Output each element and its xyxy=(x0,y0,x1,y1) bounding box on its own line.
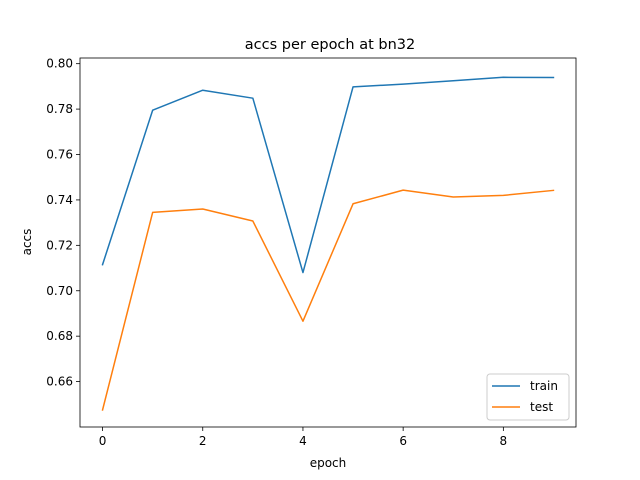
y-axis-label: accs xyxy=(20,229,34,256)
legend-label-train: train xyxy=(530,379,558,393)
series-line-test xyxy=(101,189,555,411)
y-tick-label: 0.66 xyxy=(46,375,73,389)
legend-label-test: test xyxy=(530,400,553,414)
x-tick-label: 2 xyxy=(199,434,207,448)
y-tick-label: 0.70 xyxy=(46,284,73,298)
y-tick-label: 0.78 xyxy=(46,102,73,116)
x-axis-ticks: 0 2 4 6 8 xyxy=(99,427,507,448)
legend: train test xyxy=(486,373,570,421)
y-tick-label: 0.68 xyxy=(46,329,73,343)
plot-frame xyxy=(79,57,577,428)
chart-title: accs per epoch at bn32 xyxy=(245,37,415,53)
y-tick-label: 0.76 xyxy=(46,148,73,162)
x-tick-label: 0 xyxy=(99,434,107,448)
x-tick-label: 6 xyxy=(399,434,407,448)
y-axis-ticks: 0.66 0.68 0.70 0.72 0.74 0.76 0.78 0.80 xyxy=(46,57,80,389)
x-tick-label: 8 xyxy=(500,434,508,448)
x-axis-label: epoch xyxy=(310,456,347,470)
series-line-train xyxy=(101,76,555,274)
x-tick-label: 4 xyxy=(299,434,307,448)
legend-entries: train test xyxy=(492,379,558,414)
series-layer xyxy=(101,76,555,411)
y-tick-label: 0.74 xyxy=(46,193,73,207)
y-tick-label: 0.80 xyxy=(46,57,73,71)
y-tick-label: 0.72 xyxy=(46,238,73,252)
